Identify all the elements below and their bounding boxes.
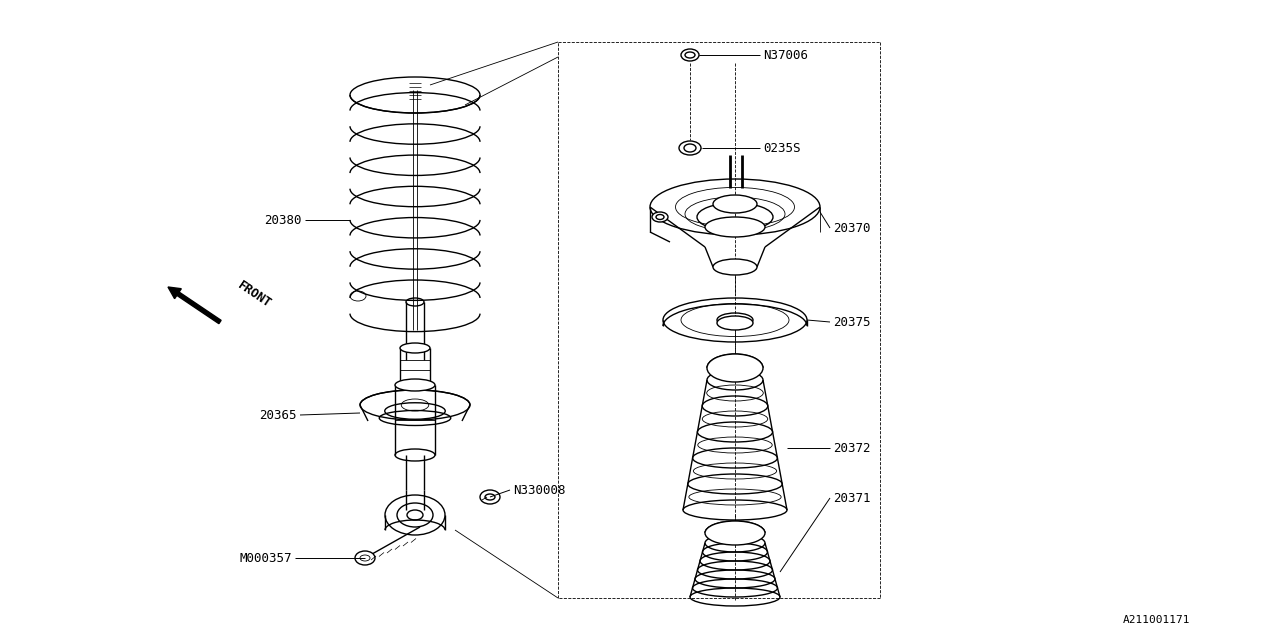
- Ellipse shape: [684, 144, 696, 152]
- Text: 20375: 20375: [833, 316, 870, 328]
- Ellipse shape: [705, 217, 765, 237]
- Text: FRONT: FRONT: [236, 278, 274, 310]
- Ellipse shape: [681, 49, 699, 61]
- Ellipse shape: [717, 316, 753, 330]
- Text: 20371: 20371: [833, 492, 870, 504]
- Text: 20365: 20365: [260, 408, 297, 422]
- Text: A211001171: A211001171: [1123, 615, 1190, 625]
- Text: 0235S: 0235S: [763, 141, 800, 154]
- Ellipse shape: [396, 379, 435, 391]
- Text: 20380: 20380: [265, 214, 302, 227]
- Ellipse shape: [652, 212, 668, 222]
- Ellipse shape: [678, 141, 701, 155]
- FancyArrow shape: [168, 287, 221, 324]
- Ellipse shape: [713, 195, 756, 213]
- Ellipse shape: [355, 551, 375, 565]
- Text: 20372: 20372: [833, 442, 870, 454]
- Ellipse shape: [401, 343, 430, 353]
- Text: M000357: M000357: [239, 552, 292, 564]
- Text: N330008: N330008: [513, 483, 566, 497]
- Ellipse shape: [685, 52, 695, 58]
- Ellipse shape: [713, 259, 756, 275]
- Ellipse shape: [707, 354, 763, 382]
- Text: 20370: 20370: [833, 221, 870, 234]
- Ellipse shape: [705, 521, 765, 545]
- Text: N37006: N37006: [763, 49, 808, 61]
